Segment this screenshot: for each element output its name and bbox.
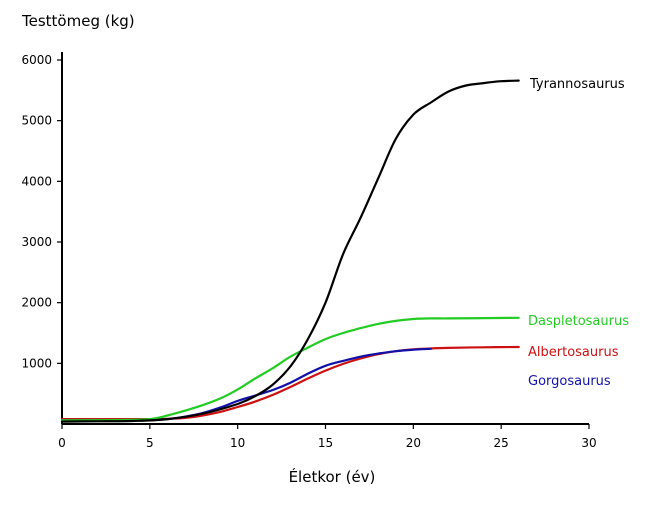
y-tick-label: 1000 <box>21 356 52 370</box>
series-labels: Tyrannosaurus Daspletosaurus Albertosaurus… <box>528 77 629 389</box>
y-tick-label: 5000 <box>21 114 52 128</box>
axes: 0 5 10 15 20 25 30 1000 2000 3000 4000 5000 6000 <box>21 52 597 450</box>
y-tick-label: 3000 <box>21 235 52 249</box>
series-label-daspletosaurus: Daspletosaurus <box>528 314 629 329</box>
x-axis-title: Életkor (év) <box>289 467 376 486</box>
x-tick-label: 15 <box>318 436 333 450</box>
y-tick-label: 6000 <box>21 53 52 67</box>
series-lines <box>60 79 520 423</box>
y-tick-label: 4000 <box>21 174 52 188</box>
y-axis-title: Testtömeg (kg) <box>21 12 135 30</box>
x-tick-label: 20 <box>406 436 421 450</box>
series-line-daspletosaurus <box>60 316 520 422</box>
x-tick-label: 25 <box>494 436 509 450</box>
y-tick-label: 2000 <box>21 296 52 310</box>
series-label-gorgosaurus: Gorgosaurus <box>528 374 611 389</box>
x-tick-label: 10 <box>230 436 245 450</box>
x-tick-label: 5 <box>146 436 154 450</box>
series-label-albertosaurus: Albertosaurus <box>528 345 619 360</box>
series-label-tyrannosaurus: Tyrannosaurus <box>529 77 625 92</box>
x-tick-label: 0 <box>58 436 66 450</box>
series-line-tyrannosaurus <box>60 79 520 423</box>
x-tick-label: 30 <box>581 436 596 450</box>
